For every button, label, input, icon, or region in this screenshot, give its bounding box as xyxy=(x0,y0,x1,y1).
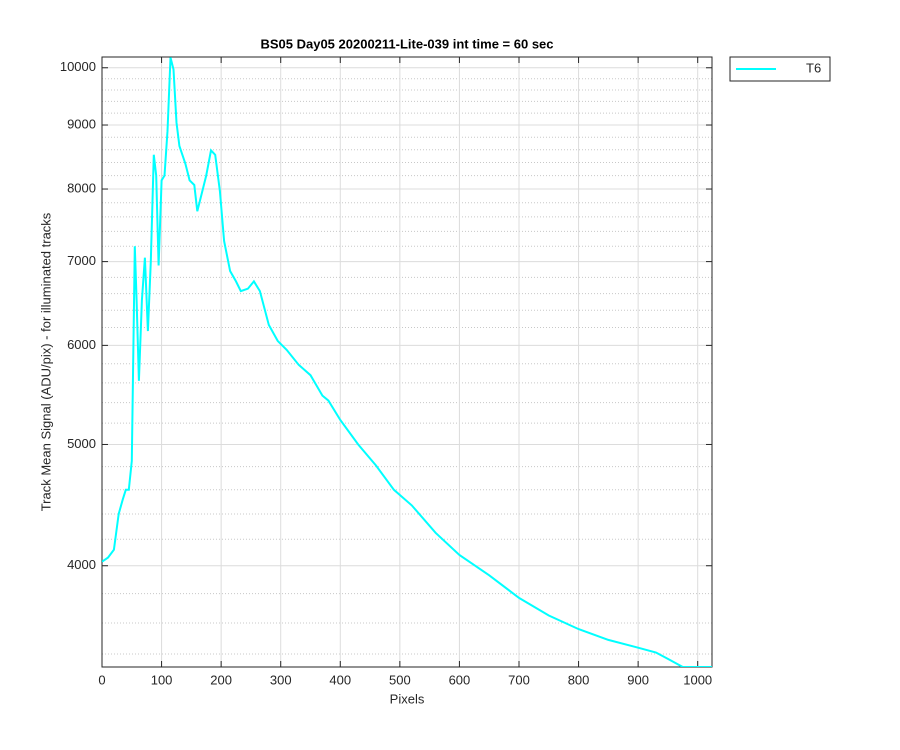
x-tick-label: 800 xyxy=(568,672,590,687)
x-tick-label: 500 xyxy=(389,672,411,687)
y-tick-label: 9000 xyxy=(67,116,96,131)
y-tick-label: 7000 xyxy=(67,253,96,268)
y-axis-label: Track Mean Signal (ADU/pix) - for illumi… xyxy=(38,212,53,511)
x-tick-label: 1000 xyxy=(683,672,712,687)
x-tick-label: 100 xyxy=(151,672,173,687)
data-line xyxy=(102,57,712,667)
y-tick-label: 4000 xyxy=(67,557,96,572)
y-tick-label: 5000 xyxy=(67,436,96,451)
x-tick-label: 200 xyxy=(210,672,232,687)
x-tick-label: 900 xyxy=(627,672,649,687)
x-axis-label: Pixels xyxy=(390,691,425,706)
x-tick-label: 400 xyxy=(329,672,351,687)
x-tick-label: 700 xyxy=(508,672,530,687)
x-tick-label: 0 xyxy=(98,672,105,687)
x-tick-label: 300 xyxy=(270,672,292,687)
axes-box xyxy=(101,56,713,668)
y-tick-label: 6000 xyxy=(67,337,96,352)
legend-label: T6 xyxy=(806,60,821,75)
plot-area xyxy=(102,57,712,667)
x-tick-label: 600 xyxy=(449,672,471,687)
y-tick-label: 8000 xyxy=(67,180,96,195)
y-tick-label: 10000 xyxy=(60,59,96,74)
chart-title: BS05 Day05 20200211-Lite-039 int time = … xyxy=(260,36,553,51)
